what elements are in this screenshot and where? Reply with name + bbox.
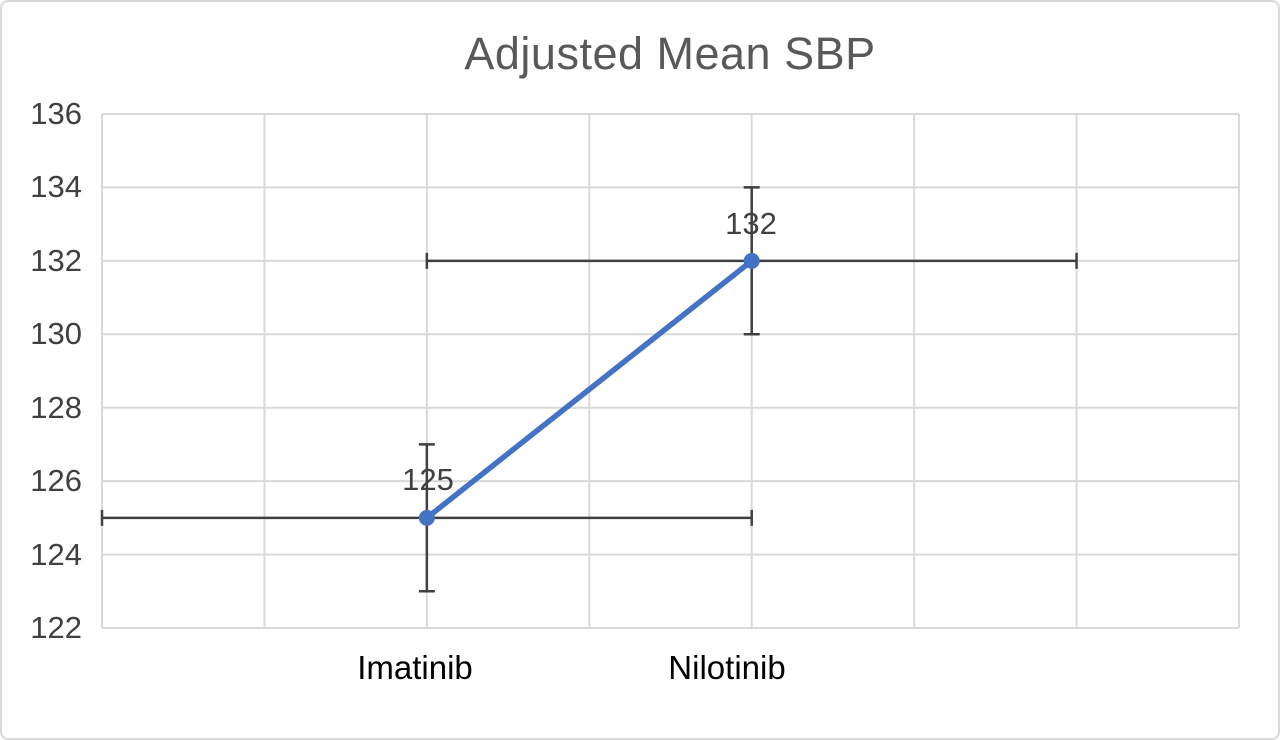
chart-title: Adjusted Mean SBP xyxy=(464,28,876,79)
y-axis-tick-label: 128 xyxy=(30,390,82,425)
data-label-nilotinib: 132 xyxy=(725,206,777,241)
y-axis-tick-label: 132 xyxy=(30,243,82,278)
x-axis-label-nilotinib: Nilotinib xyxy=(668,649,786,686)
y-axis-tick-label: 136 xyxy=(30,96,82,131)
y-axis-tick-label: 122 xyxy=(30,610,82,645)
y-axis-tick-label: 130 xyxy=(30,316,82,351)
y-axis-tick-label: 134 xyxy=(30,169,82,204)
data-label-imatinib: 125 xyxy=(402,462,454,497)
y-axis-tick-label: 124 xyxy=(30,537,82,572)
x-axis-label-imatinib: Imatinib xyxy=(357,649,473,686)
y-axis-tick-label: 126 xyxy=(30,463,82,498)
